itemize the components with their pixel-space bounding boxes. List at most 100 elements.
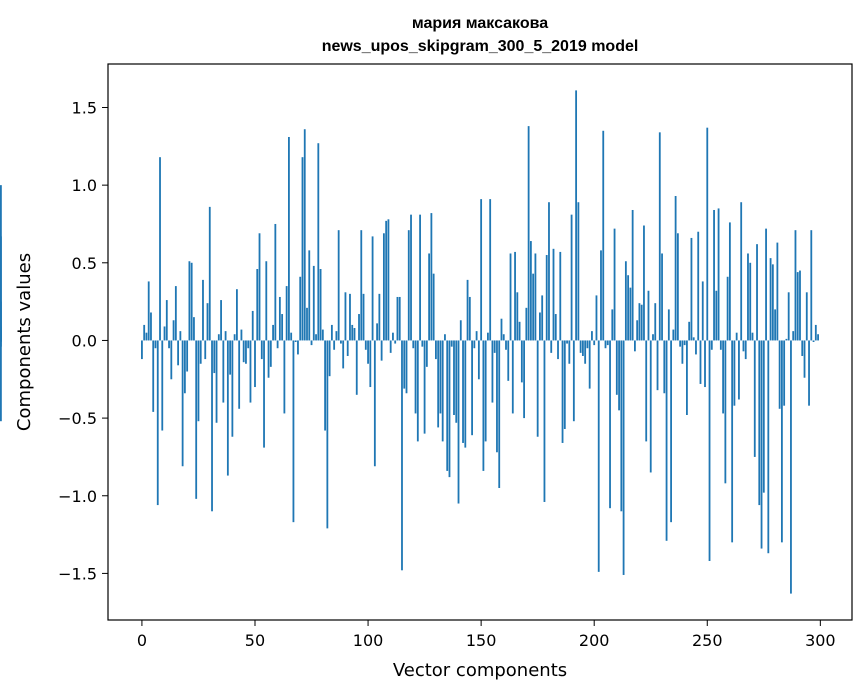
bar-component-166 [516,292,519,341]
bar-component-232 [665,340,668,541]
bar-component-61 [278,296,281,341]
bar-component-288 [792,331,795,341]
bar-component-38 [226,340,229,476]
bar-component-123 [419,214,421,341]
bar-component-179 [545,255,548,341]
bar-component-11 [165,300,168,341]
bar-component-13 [170,340,173,380]
bar-component-255 [717,208,720,341]
bar-component-107 [382,233,385,341]
bar-component-250 [706,127,709,341]
bar-component-167 [518,321,521,341]
bar-component-194 [579,340,582,353]
x-tick-label: 100 [353,631,384,650]
bar-component-229 [658,132,661,341]
bar-component-36 [222,340,225,403]
bar-component-182 [552,248,555,341]
bar-component-253 [713,209,715,341]
bar-component-141 [459,320,462,341]
bar-component-160 [502,334,505,341]
bar-component-29 [206,303,209,341]
bar-component-106 [380,340,383,361]
bar-component-175 [536,340,539,437]
bar-component-115 [401,340,403,571]
bar-component-219 [636,320,639,341]
bar-component-89 [342,340,345,369]
bar-component-272 [756,244,758,341]
bar-component-35 [220,300,222,341]
bar-component-147 [473,340,476,349]
bar-component-191 [572,340,575,422]
x-tick-label: 150 [466,631,497,650]
bar-component-239 [681,340,684,364]
bar-component-18 [181,340,184,467]
bar-component-81 [324,340,326,431]
bar-component-184 [557,340,559,360]
bar-component-153 [487,332,489,341]
bar-component-269 [749,262,752,341]
bar-component-258 [724,340,727,484]
bar-component-45 [242,340,245,363]
bar-component-97 [360,230,363,341]
bar-component-30 [208,206,211,341]
bar-component-31 [211,340,213,512]
bar-component-251 [708,340,711,561]
bar-component-102 [371,236,374,341]
bar-component-94 [353,328,356,341]
bar-component-275 [762,340,765,493]
bar-component-297 [812,340,815,342]
bar-component-32 [213,340,216,374]
bar-component-10 [163,326,166,341]
bar-component-88 [340,340,342,344]
bar-component-80 [321,329,324,341]
bar-component-28 [204,340,207,360]
bar-component-188 [566,340,568,344]
bar-component-299 [817,334,819,341]
bars-group [0,90,819,594]
bar-component-187 [563,340,566,429]
bar-component-6 [154,340,157,349]
bar-component-203 [600,250,602,341]
bar-component-152 [484,340,487,442]
bar-component-162 [507,340,510,381]
bar-component-65 [288,136,290,341]
bar-component-12 [168,340,170,349]
bar-component-25 [197,340,200,422]
bar-component-127 [428,253,431,341]
bar-component-218 [634,340,636,352]
bar-component-9 [161,340,164,431]
bar-component-110 [389,340,392,353]
bar-component-238 [679,340,682,347]
bar-component-48 [249,340,252,403]
y-tick-label: −1.5 [58,564,97,583]
bar-component-74 [308,250,311,341]
bar-component-289 [794,230,797,341]
bar-component-84 [330,324,333,341]
bar-component-113 [396,296,399,341]
bar-component-240 [683,340,686,346]
bar-component-59 [274,223,277,341]
bar-component-42 [236,289,238,341]
bar-component-155 [491,340,494,403]
bar-component-27 [202,279,204,341]
bar-component-137 [450,340,453,347]
bar-component-236 [674,196,677,341]
bar-component-99 [364,340,367,350]
bar-component-146 [471,340,473,436]
bar-component-104 [376,323,379,341]
bar-component-248 [701,281,704,341]
bar-component-230 [661,253,663,341]
bar-component-26 [199,340,202,364]
bar-component-192 [575,90,578,341]
bar-component-199 [591,331,593,341]
bar-component-3 [147,281,150,341]
bar-component-5 [152,340,155,412]
bar-component-118 [407,230,410,341]
bar-component-90 [344,292,347,341]
bar-component-235 [672,329,675,341]
bar-component-100 [367,340,369,364]
bar-component-101 [369,340,372,388]
bar-component-231 [663,340,666,394]
